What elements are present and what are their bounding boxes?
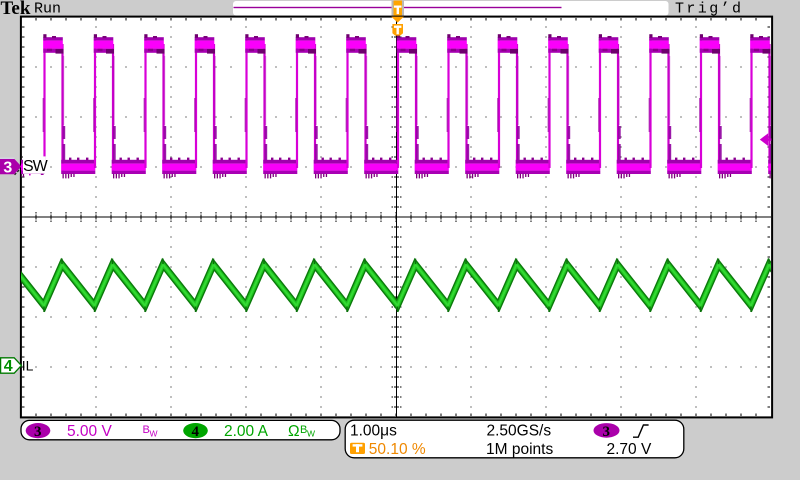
svg-text:B: B	[143, 424, 150, 436]
svg-text:5.00 V: 5.00 V	[67, 423, 112, 440]
svg-text:SW: SW	[23, 158, 49, 175]
svg-text:1.00μs: 1.00μs	[350, 423, 397, 440]
svg-text:3: 3	[34, 424, 42, 440]
svg-text:Ω: Ω	[288, 423, 300, 440]
svg-text:4: 4	[192, 424, 200, 440]
svg-text:IL: IL	[22, 357, 34, 373]
svg-text:B: B	[300, 424, 307, 436]
svg-text:2.70 V: 2.70 V	[607, 441, 652, 458]
svg-text:Tek: Tek	[1, 0, 31, 19]
svg-text:3: 3	[603, 424, 611, 440]
svg-text:W: W	[150, 428, 158, 438]
svg-text:Run: Run	[34, 1, 61, 18]
svg-text:3: 3	[3, 159, 12, 176]
svg-text:1M points: 1M points	[486, 441, 553, 458]
svg-text:4: 4	[4, 358, 13, 375]
svg-text:50.10 %: 50.10 %	[369, 441, 426, 458]
svg-text:W: W	[307, 428, 315, 438]
svg-text:Trig’d: Trig’d	[675, 1, 743, 18]
svg-text:2.00 A: 2.00 A	[224, 423, 269, 440]
svg-text:2.50GS/s: 2.50GS/s	[487, 423, 552, 440]
